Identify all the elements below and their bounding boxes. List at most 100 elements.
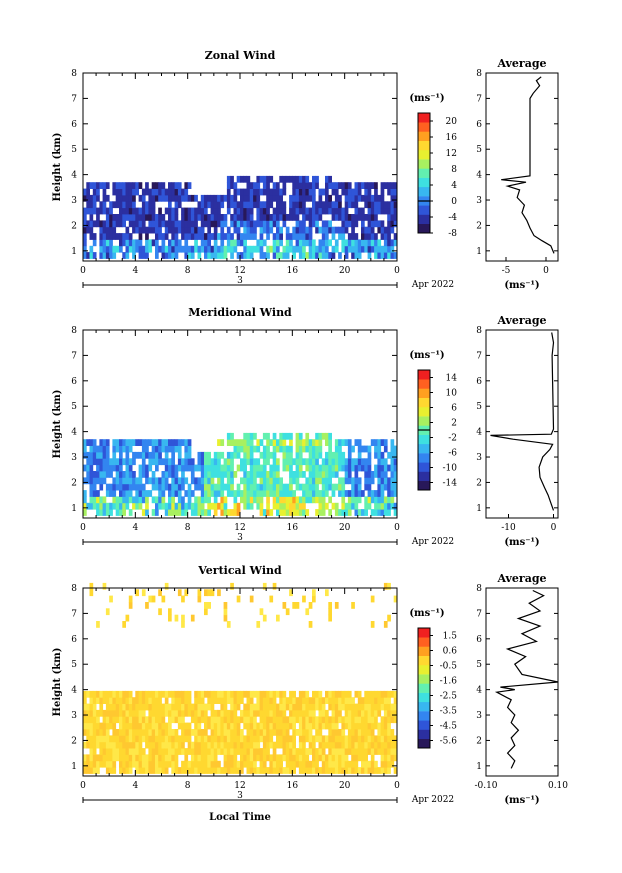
field-cell <box>282 451 287 459</box>
field-cell <box>295 477 300 485</box>
field-cell <box>344 226 349 234</box>
field-cell <box>295 194 300 202</box>
field-cell <box>240 445 244 453</box>
field-cell <box>190 703 195 711</box>
field-cell <box>308 182 313 189</box>
field-cell <box>148 490 153 497</box>
field-cell <box>253 445 257 453</box>
field-cell <box>240 220 244 228</box>
colorbar-tick-label: -8 <box>448 229 457 239</box>
field-cell <box>174 767 179 774</box>
field-cell <box>361 245 365 253</box>
field-cell <box>315 760 319 768</box>
field-cell <box>266 690 270 698</box>
field-cell <box>302 201 306 209</box>
field-cell <box>83 709 87 717</box>
field-cell <box>383 735 388 743</box>
field-cell <box>295 703 300 711</box>
field-cell <box>112 252 117 259</box>
field-cell <box>230 239 234 247</box>
field-cell <box>357 722 362 730</box>
field-cell <box>155 458 159 466</box>
field-cell <box>331 188 336 196</box>
field-cell <box>148 722 153 730</box>
field-cell <box>282 483 287 491</box>
field-cell <box>344 477 349 485</box>
field-cell <box>135 767 139 774</box>
field-cell <box>370 754 375 762</box>
field-cell <box>220 697 225 704</box>
field-cell <box>259 754 264 762</box>
field-cell <box>377 207 382 215</box>
field-cell <box>318 477 323 485</box>
field-cell <box>102 502 107 510</box>
x-tick-label: 8 <box>185 266 191 276</box>
field-cell <box>334 226 339 234</box>
field-cell <box>141 445 146 453</box>
field-cell <box>302 709 306 717</box>
field-cell <box>272 182 277 189</box>
field-cell <box>141 439 146 446</box>
field-cell <box>240 754 244 762</box>
field-cell <box>298 458 303 466</box>
field-cell <box>174 445 179 453</box>
field-cell <box>292 207 296 215</box>
field-cell <box>96 477 100 485</box>
field-cell <box>262 445 267 453</box>
field-cell <box>168 439 172 446</box>
field-cell <box>151 439 156 446</box>
field-cell <box>151 220 156 228</box>
y-tick-label: 6 <box>71 635 77 645</box>
field-cell <box>83 207 87 215</box>
field-cell <box>383 767 388 774</box>
field-cell <box>102 451 107 459</box>
field-cell <box>380 439 385 446</box>
field-cell <box>177 767 182 774</box>
field-cell <box>102 716 107 724</box>
field-cell <box>161 477 166 485</box>
field-cell <box>344 509 349 516</box>
field-cell <box>207 716 211 724</box>
field-cell <box>367 194 372 202</box>
field-cell <box>328 760 332 768</box>
field-cell <box>390 754 395 762</box>
field-cell <box>164 233 169 240</box>
field-cell <box>145 233 149 240</box>
field-cell <box>305 490 310 497</box>
field-cell <box>177 451 182 459</box>
field-cell <box>315 490 319 497</box>
field-cell <box>132 226 136 234</box>
field-cell <box>292 226 296 234</box>
field-cell <box>318 735 323 743</box>
field-cell <box>266 245 270 253</box>
average-y-tick-label: 7 <box>476 351 482 361</box>
field-cell <box>161 709 166 717</box>
field-cell <box>380 207 385 215</box>
field-cell <box>383 754 388 762</box>
field-cell <box>187 182 192 189</box>
field-cell <box>246 697 251 704</box>
field-cell <box>155 709 159 717</box>
field-cell <box>171 490 175 497</box>
field-cell <box>161 239 166 247</box>
field-cell <box>328 602 332 609</box>
field-cell <box>210 690 215 698</box>
colorbar-units-label: (ms⁻¹) <box>409 350 444 361</box>
field-cell <box>298 690 303 698</box>
average-title: Average <box>496 314 546 327</box>
field-cell <box>328 220 332 228</box>
field-cell <box>256 464 261 472</box>
y-tick-label: 4 <box>71 428 77 438</box>
field-cell <box>262 477 267 485</box>
field-cell <box>347 182 352 189</box>
field-cell <box>325 233 329 240</box>
field-cell <box>276 439 280 446</box>
field-cell <box>184 754 189 762</box>
field-cell <box>161 458 166 466</box>
field-cell <box>295 729 300 736</box>
day-label: 3 <box>237 533 243 543</box>
field-cell <box>380 471 385 478</box>
field-cell <box>298 182 303 189</box>
field-cell <box>361 194 365 202</box>
field-cell <box>364 767 368 774</box>
